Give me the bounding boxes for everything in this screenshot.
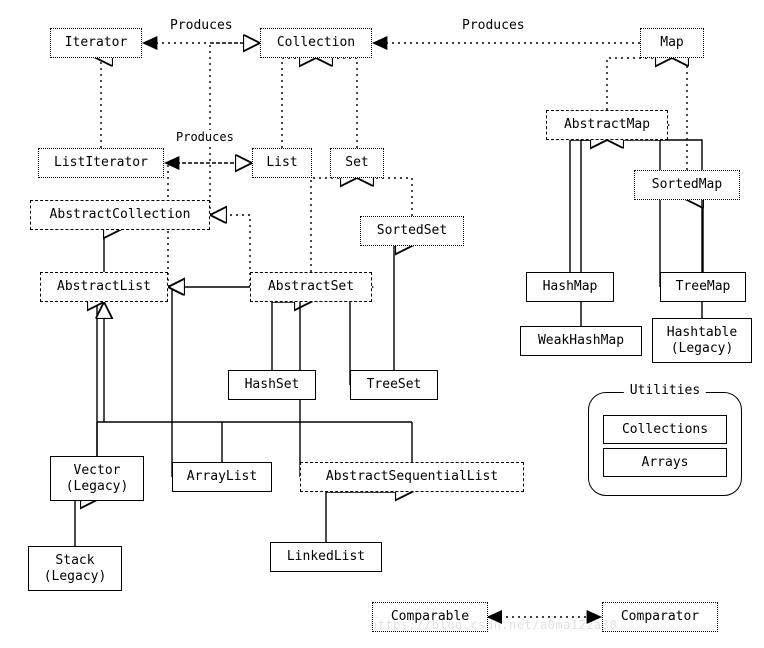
node-treeset: TreeSet	[350, 370, 438, 400]
edge-TreeSet-SortedSet	[394, 246, 412, 370]
node-iterator: Iterator	[50, 28, 142, 58]
edge-SortedMap-Map	[672, 58, 687, 170]
edge-AbstractCollection-Collection	[210, 43, 260, 215]
node-abstractsequentiallist: AbstractSequentialList	[300, 462, 524, 492]
node-hashtable: Hashtable (Legacy)	[652, 318, 752, 363]
edge-AbstractSet-AbstractCollection	[210, 215, 250, 287]
node-list: List	[252, 148, 312, 178]
edge-Set-Collection	[316, 58, 357, 148]
watermark-text: https://blog.csdn.net/a0ma122a38	[370, 618, 617, 632]
node-treemap: TreeMap	[660, 272, 746, 302]
node-abstractcollection: AbstractCollection	[30, 200, 210, 230]
edge-ArrayList-AbstractList	[168, 287, 172, 477]
edge-TreeMap-SortedMap	[687, 200, 703, 272]
node-vector: Vector (Legacy)	[50, 456, 144, 501]
node-linkedlist: LinkedList	[270, 542, 382, 572]
node-hashset: HashSet	[228, 370, 316, 400]
edge-AbstractMap-Map	[607, 58, 672, 110]
node-collection: Collection	[260, 28, 372, 58]
utilities-group: Utilities Collections Arrays	[588, 392, 742, 496]
edge-List-Collection	[282, 58, 316, 148]
edge-LinkedList-AbstractSequentialList	[326, 492, 412, 542]
utilities-item-collections: Collections	[603, 415, 727, 444]
edge-SortedSet-Set	[357, 178, 412, 216]
node-hashmap: HashMap	[526, 272, 614, 302]
node-sortedset: SortedSet	[360, 216, 464, 246]
label-produces-list: Produces	[174, 130, 236, 144]
node-weakhashmap: WeakHashMap	[520, 326, 642, 356]
node-comparator: Comparator	[602, 602, 718, 632]
edge-AbstractList-AbstractCollection	[104, 230, 120, 272]
edge-Stack-Vector	[75, 500, 97, 546]
edge-AbstractSet-Set	[311, 178, 357, 272]
node-listiterator: ListIterator	[38, 148, 164, 178]
node-set: Set	[330, 148, 384, 178]
edge-ListIterator-Iterator	[96, 58, 101, 148]
node-abstractlist: AbstractList	[40, 272, 168, 302]
node-abstractmap: AbstractMap	[546, 110, 668, 140]
utilities-item-arrays: Arrays	[603, 448, 727, 477]
node-map: Map	[640, 28, 704, 58]
edge-Vector-AbstractList	[97, 302, 104, 456]
edge-HashSet-AbstractSet	[272, 302, 311, 370]
edge-TreeMap-AbstractMap	[660, 125, 668, 287]
label-produces-right: Produces	[460, 18, 527, 33]
node-abstractset: AbstractSet	[250, 272, 372, 302]
node-arraylist: ArrayList	[172, 462, 272, 492]
node-stack: Stack (Legacy)	[28, 546, 122, 591]
utilities-title: Utilities	[624, 383, 706, 398]
label-produces-left: Produces	[168, 18, 235, 33]
edge-HashMap-AbstractMap	[570, 140, 607, 272]
node-sortedmap: SortedMap	[634, 170, 740, 200]
